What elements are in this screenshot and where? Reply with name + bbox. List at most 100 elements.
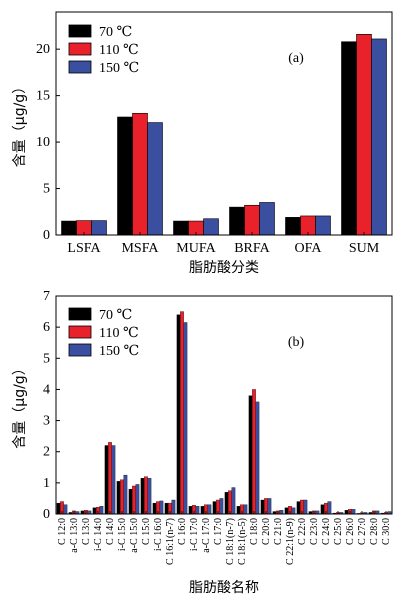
x-tick-label: SUM bbox=[349, 241, 380, 256]
x-tick-label: C 21:0 bbox=[273, 518, 284, 545]
bar bbox=[200, 506, 205, 515]
bar bbox=[171, 499, 176, 515]
bar bbox=[327, 501, 332, 515]
bar bbox=[132, 112, 148, 236]
bar bbox=[123, 474, 128, 515]
x-tick-label: C 18:1(n-5) bbox=[237, 518, 248, 565]
x-tick-label: BRFA bbox=[234, 241, 270, 256]
x-tick-label: C 25:0 bbox=[333, 518, 344, 545]
panel-annotation: (a) bbox=[288, 51, 304, 66]
bar bbox=[99, 506, 104, 515]
x-tick-label: C 24:0 bbox=[321, 518, 332, 545]
x-tick-label: C 22:0 bbox=[297, 518, 308, 545]
chart-b: 0 1 2 3 4 5 6 7 C 12:0 a-C 13:0 C 13:0 i-C 14:0 C 14… bbox=[12, 289, 393, 596]
bar bbox=[303, 499, 308, 515]
bar bbox=[132, 485, 136, 515]
bar bbox=[252, 389, 256, 515]
y-tick-label: 0 bbox=[43, 507, 50, 522]
x-tick-label: C 17:0 bbox=[213, 518, 224, 545]
bar bbox=[244, 204, 260, 236]
bar bbox=[173, 220, 189, 236]
legend: 70 ℃ 110 ℃ 150 ℃ bbox=[68, 307, 139, 359]
bar bbox=[147, 478, 152, 515]
legend-label: 70 ℃ bbox=[99, 308, 132, 323]
bar bbox=[92, 507, 97, 515]
x-tick-label: C 26:0 bbox=[345, 518, 356, 545]
x-tick-label: C 16:0 bbox=[177, 518, 188, 545]
bar bbox=[207, 504, 212, 515]
bar bbox=[135, 484, 140, 515]
y-tick-label: 0 bbox=[43, 228, 50, 243]
x-tick-label: C 23:0 bbox=[309, 518, 320, 545]
x-tick-label: LSFA bbox=[67, 241, 101, 256]
series-3 bbox=[91, 38, 387, 236]
bar bbox=[203, 218, 219, 236]
bar bbox=[219, 498, 224, 515]
bar bbox=[248, 395, 253, 515]
bar bbox=[255, 401, 260, 515]
y-axis-label: 含量（μg/g） bbox=[12, 361, 28, 448]
legend-swatch bbox=[68, 60, 92, 74]
x-tick-label: C 22:1(n-9) bbox=[285, 518, 296, 565]
bar bbox=[351, 509, 356, 515]
bar bbox=[267, 498, 272, 515]
bar bbox=[120, 479, 124, 515]
bar bbox=[284, 507, 289, 515]
bar bbox=[183, 322, 188, 515]
bar bbox=[164, 502, 169, 515]
x-tick-label: C 16:1(n-7) bbox=[165, 518, 176, 565]
bar bbox=[176, 314, 181, 515]
bar bbox=[356, 33, 372, 236]
legend-swatch bbox=[68, 325, 92, 339]
y-tick-label: 20 bbox=[36, 42, 50, 57]
bar bbox=[341, 41, 357, 236]
x-axis-label: 脂肪酸分类 bbox=[189, 260, 259, 276]
bar bbox=[315, 215, 331, 236]
bar bbox=[231, 487, 236, 515]
legend-swatch bbox=[68, 42, 92, 56]
legend-label: 150 ℃ bbox=[99, 344, 139, 359]
panel-annotation: (b) bbox=[288, 335, 305, 350]
x-axis-label: 脂肪酸名称 bbox=[189, 580, 259, 596]
bar bbox=[56, 502, 61, 515]
legend-swatch bbox=[68, 343, 92, 357]
bar bbox=[229, 206, 245, 236]
y-tick-label: 6 bbox=[43, 320, 50, 335]
bar bbox=[128, 488, 133, 515]
x-tick-label: i-C 17:0 bbox=[189, 518, 200, 551]
y-tick-label: 10 bbox=[36, 135, 50, 150]
bar bbox=[117, 116, 133, 236]
bar bbox=[152, 502, 157, 515]
bar bbox=[116, 481, 121, 515]
bar bbox=[371, 38, 387, 236]
x-tick-label: C 27:0 bbox=[357, 518, 368, 545]
bar bbox=[111, 445, 116, 515]
y-tick-label: 1 bbox=[43, 476, 50, 491]
plot-frame bbox=[55, 11, 393, 236]
bar bbox=[291, 507, 296, 515]
x-tick-label: C 14:0 bbox=[105, 518, 116, 545]
bar bbox=[224, 492, 229, 515]
bar bbox=[320, 504, 325, 515]
bar bbox=[180, 311, 184, 515]
x-tick-label: C 15:0 bbox=[141, 518, 152, 545]
bar bbox=[91, 220, 107, 236]
x-tick-label: C 30:0 bbox=[381, 518, 392, 545]
legend-label: 110 ℃ bbox=[99, 43, 139, 58]
chart-a: 0 5 10 15 20 LSFA MSFA MUFA BRFA OFA SUM 脂肪酸分类 含量（μg… bbox=[12, 11, 393, 276]
bar bbox=[63, 504, 68, 515]
x-tick-label: a-C 15:0 bbox=[129, 518, 140, 553]
series-2 bbox=[60, 311, 388, 515]
x-tick-label: C 18:0 bbox=[249, 518, 260, 545]
y-axis-label: 含量（μg/g） bbox=[12, 80, 28, 167]
x-tick-label: OFA bbox=[295, 241, 323, 256]
x-tick-label: i-C 16:0 bbox=[153, 518, 164, 551]
x-tick-label: C 13:0 bbox=[81, 518, 92, 545]
bar bbox=[344, 510, 349, 515]
plot-frame bbox=[55, 295, 393, 515]
bar bbox=[259, 202, 275, 236]
bar bbox=[285, 217, 301, 236]
bar bbox=[228, 490, 232, 515]
y-tick-label: 15 bbox=[36, 89, 50, 104]
series-2 bbox=[76, 33, 372, 236]
